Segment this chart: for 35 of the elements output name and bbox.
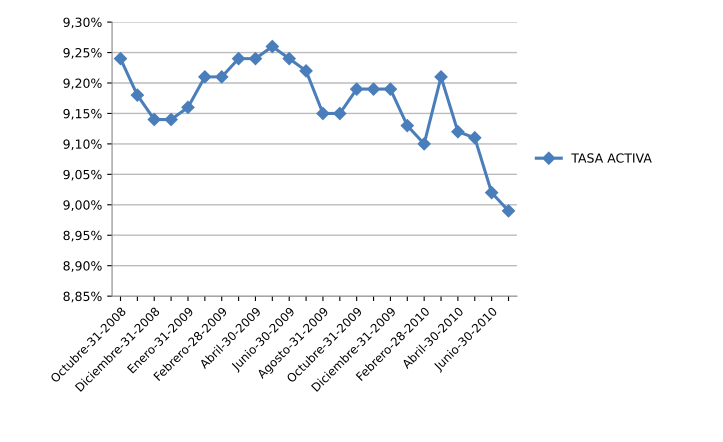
- point: [434, 70, 448, 84]
- point: [114, 52, 128, 66]
- point: [266, 40, 279, 54]
- point: [181, 100, 195, 114]
- y-tick-label: 9,10%: [63, 139, 102, 150]
- point: [130, 88, 144, 102]
- y-tick-label: 8,85%: [63, 292, 102, 302]
- point: [333, 106, 346, 120]
- y-tick-label: 8,90%: [63, 261, 102, 272]
- point: [468, 131, 482, 144]
- point: [148, 112, 161, 126]
- y-tick-label: 9,30%: [63, 18, 102, 28]
- y-tick-label: 9,15%: [63, 108, 102, 120]
- point: [502, 204, 516, 218]
- point: [451, 125, 464, 138]
- point: [164, 112, 178, 126]
- y-tick-label: 8,95%: [63, 230, 102, 242]
- y-tick-label: 9,20%: [63, 78, 102, 90]
- point: [418, 137, 431, 150]
- point: [384, 82, 398, 96]
- point: [198, 70, 212, 84]
- point: [350, 82, 364, 96]
- point: [400, 119, 414, 132]
- point: [282, 52, 296, 66]
- y-tick-label: 9,25%: [63, 48, 102, 59]
- point: [215, 70, 228, 84]
- point: [299, 64, 313, 78]
- point: [232, 52, 246, 66]
- point: [316, 106, 330, 120]
- point: [366, 82, 380, 96]
- legend-label: TASA ACTIVA: [571, 153, 652, 163]
- y-tick-label: 9,05%: [63, 170, 102, 181]
- point: [248, 52, 262, 66]
- y-tick-label: 9,00%: [63, 200, 102, 211]
- point: [485, 186, 498, 200]
